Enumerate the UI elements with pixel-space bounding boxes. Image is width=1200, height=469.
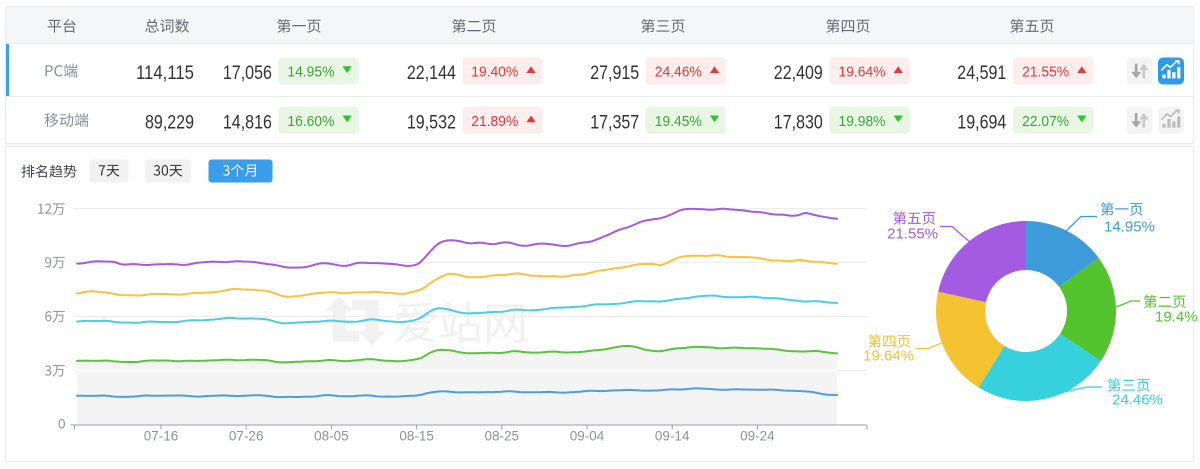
svg-text:07-16: 07-16 — [144, 429, 179, 444]
svg-text:09-24: 09-24 — [740, 429, 775, 444]
svg-text:07-26: 07-26 — [229, 429, 264, 444]
svg-text:19.64%: 19.64% — [839, 64, 886, 81]
svg-text:08-15: 08-15 — [399, 429, 434, 444]
svg-text:09-14: 09-14 — [655, 429, 690, 444]
svg-text:22,144: 22,144 — [407, 63, 456, 84]
svg-text:19.45%: 19.45% — [655, 113, 702, 130]
svg-text:19.4%: 19.4% — [1155, 309, 1198, 326]
svg-text:17,830: 17,830 — [774, 112, 823, 133]
svg-text:19.98%: 19.98% — [839, 113, 886, 130]
svg-text:89,229: 89,229 — [145, 112, 194, 133]
svg-text:14,816: 14,816 — [223, 112, 272, 133]
svg-text:19,532: 19,532 — [407, 112, 456, 133]
svg-text:17,056: 17,056 — [223, 63, 272, 84]
svg-text:17,357: 17,357 — [590, 112, 639, 133]
svg-text:14.95%: 14.95% — [287, 64, 334, 81]
svg-text:08-05: 08-05 — [314, 429, 349, 444]
svg-text:21.55%: 21.55% — [887, 226, 938, 243]
svg-text:19,694: 19,694 — [957, 112, 1006, 133]
svg-text:16.60%: 16.60% — [287, 113, 334, 130]
svg-text:22,409: 22,409 — [774, 63, 823, 84]
svg-text:24,591: 24,591 — [957, 63, 1006, 84]
svg-text:0: 0 — [58, 417, 66, 432]
svg-text:22.07%: 22.07% — [1022, 113, 1069, 130]
svg-text:114,115: 114,115 — [136, 63, 194, 84]
svg-text:21.55%: 21.55% — [1022, 64, 1069, 81]
svg-text:27,915: 27,915 — [590, 63, 639, 84]
svg-text:09-04: 09-04 — [570, 429, 605, 444]
svg-text:24.46%: 24.46% — [655, 64, 702, 81]
svg-text:14.95%: 14.95% — [1104, 219, 1155, 236]
svg-text:19.40%: 19.40% — [471, 64, 518, 81]
svg-text:21.89%: 21.89% — [471, 113, 518, 130]
svg-text:08-25: 08-25 — [485, 429, 520, 444]
svg-text:19.64%: 19.64% — [863, 348, 914, 365]
svg-text:24.46%: 24.46% — [1112, 392, 1163, 409]
